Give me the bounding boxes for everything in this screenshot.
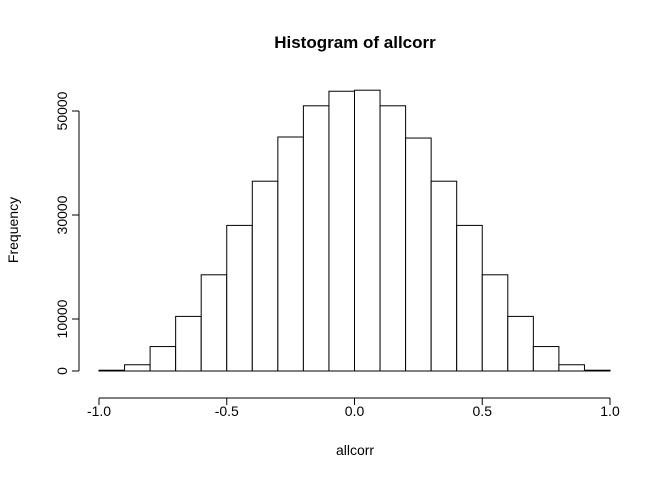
y-tick-label: 30000 <box>54 195 70 234</box>
chart-title: Histogram of allcorr <box>274 33 436 52</box>
x-tick-label: 0.0 <box>345 403 365 419</box>
y-tick-label: 0 <box>54 367 70 375</box>
histogram-bar <box>456 224 483 372</box>
histogram-bar <box>379 105 407 372</box>
histogram-bar <box>302 105 330 372</box>
histogram-bar <box>226 224 253 372</box>
x-tick-label: 0.5 <box>473 403 493 419</box>
y-axis-label: Frequency <box>5 197 21 263</box>
histogram-bar <box>251 180 279 372</box>
histogram-bar <box>149 346 177 372</box>
histogram-bar <box>328 90 356 372</box>
x-axis: -1.0 -0.5 0.0 0.5 1.0 <box>87 397 620 419</box>
y-tick-label: 50000 <box>54 91 70 130</box>
histogram-bar <box>405 137 432 372</box>
histogram-bar <box>532 346 560 372</box>
histogram-bar <box>583 369 611 372</box>
histogram-bar <box>481 274 509 372</box>
x-axis-label: allcorr <box>336 442 374 458</box>
x-tick-label: 1.0 <box>600 403 620 419</box>
y-tick-label: 10000 <box>54 299 70 338</box>
histogram-bar <box>200 274 228 372</box>
x-tick-label: -1.0 <box>87 403 111 419</box>
histogram-bar <box>354 89 381 372</box>
histogram-bar <box>277 136 304 372</box>
x-tick-label: -0.5 <box>215 403 239 419</box>
histogram-bar <box>175 315 202 372</box>
histogram-bars <box>98 89 611 372</box>
histogram-bar <box>507 315 534 372</box>
histogram-bar <box>98 369 126 372</box>
histogram-bar <box>124 364 151 372</box>
histogram-bar <box>430 180 458 372</box>
histogram-bar <box>558 364 585 372</box>
y-axis: 0 10000 30000 50000 <box>54 91 80 375</box>
